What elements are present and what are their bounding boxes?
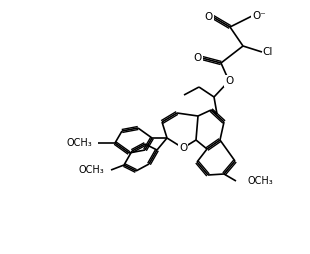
Text: OCH₃: OCH₃ xyxy=(66,138,92,148)
Text: O⁻: O⁻ xyxy=(252,11,266,21)
Text: OCH₃: OCH₃ xyxy=(78,165,104,175)
Text: O: O xyxy=(179,143,187,153)
Text: O: O xyxy=(225,76,233,86)
Text: OCH₃: OCH₃ xyxy=(248,176,274,186)
Text: O: O xyxy=(205,12,213,22)
Text: Cl: Cl xyxy=(262,47,272,57)
Text: O: O xyxy=(194,53,202,63)
